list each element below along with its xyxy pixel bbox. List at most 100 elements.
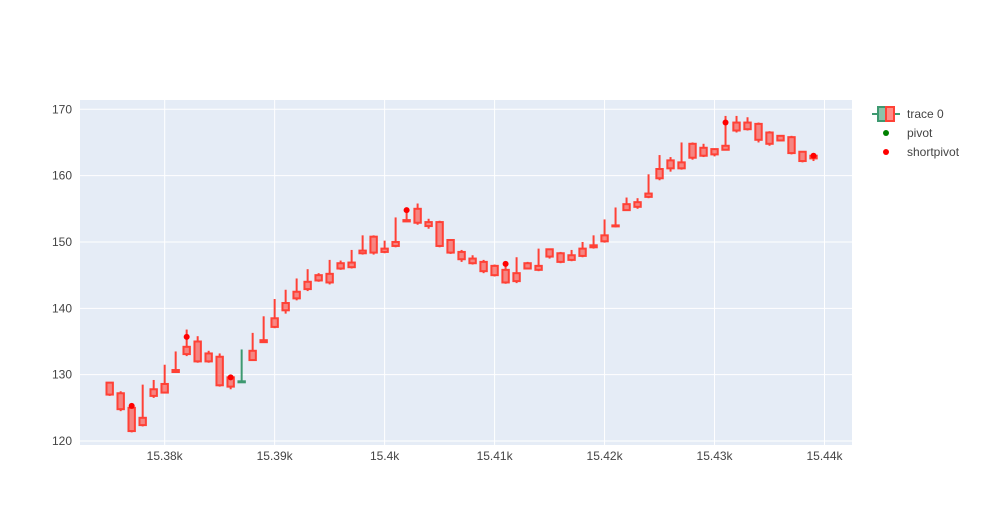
candlestick[interactable] (644, 174, 653, 199)
candle-body (600, 234, 609, 243)
shortpivot-marker[interactable] (128, 402, 135, 409)
candlestick[interactable] (776, 134, 785, 142)
candle-body (314, 274, 323, 282)
candle-body (116, 392, 125, 411)
x-tick-label: 15.44k (806, 449, 843, 463)
candlestick[interactable] (314, 273, 323, 282)
x-tick-label: 15.4k (370, 449, 400, 463)
candlestick[interactable] (127, 405, 136, 433)
candlestick[interactable] (358, 235, 367, 255)
y-tick-label: 160 (52, 169, 72, 183)
candle-body (710, 148, 719, 156)
candlestick[interactable] (534, 248, 543, 272)
candlestick[interactable] (138, 384, 147, 427)
y-tick-label: 150 (52, 235, 72, 249)
candle-body (160, 382, 169, 394)
candlestick[interactable] (732, 115, 741, 133)
shortpivot-series[interactable] (128, 119, 817, 409)
candlestick-series[interactable] (105, 115, 818, 433)
candlestick[interactable] (424, 218, 433, 229)
shortpivot-marker[interactable] (810, 152, 817, 159)
candle-body (402, 219, 411, 223)
candlestick[interactable] (600, 219, 609, 243)
candlestick[interactable] (193, 336, 202, 363)
candlestick[interactable] (479, 259, 488, 274)
candle-body (633, 201, 642, 208)
candlestick[interactable] (281, 289, 290, 314)
candle-body (380, 247, 389, 253)
candlestick[interactable] (446, 238, 455, 254)
candlestick[interactable] (699, 143, 708, 158)
candle-body (149, 388, 158, 397)
candle-body (391, 240, 400, 247)
candlestick[interactable] (633, 198, 642, 209)
candlestick[interactable] (303, 269, 312, 292)
legend-label-pivot: pivot (907, 126, 933, 140)
legend-item-shortpivot[interactable]: shortpivot (883, 145, 960, 159)
candlestick[interactable] (369, 235, 378, 255)
candlestick[interactable] (578, 241, 587, 258)
candlestick[interactable] (149, 379, 158, 398)
candlestick[interactable] (380, 240, 389, 254)
candlestick[interactable] (105, 381, 114, 396)
candle-body (171, 369, 180, 374)
candlestick[interactable] (589, 235, 598, 249)
candlestick[interactable] (666, 157, 675, 172)
candlestick[interactable] (215, 353, 224, 387)
candlestick[interactable] (622, 197, 631, 212)
candlestick[interactable] (688, 142, 697, 160)
candlestick[interactable] (391, 217, 400, 248)
candlestick[interactable] (512, 257, 521, 284)
candle-body (611, 224, 620, 228)
candlestick[interactable] (567, 249, 576, 262)
shortpivot-marker[interactable] (722, 119, 729, 126)
x-tick-label: 15.38k (147, 449, 184, 463)
candlestick[interactable] (743, 117, 752, 131)
candlestick[interactable] (248, 332, 257, 362)
candlestick[interactable] (798, 150, 807, 163)
candlestick[interactable] (347, 249, 356, 269)
candle-body (138, 416, 147, 427)
candlestick[interactable] (710, 148, 719, 157)
candle-body (105, 381, 114, 396)
candlestick[interactable] (413, 203, 422, 225)
candlestick[interactable] (116, 391, 125, 412)
candlestick[interactable] (754, 122, 763, 143)
candlestick[interactable] (325, 259, 334, 285)
candlestick[interactable] (457, 249, 466, 262)
legend-label-shortpivot: shortpivot (907, 145, 960, 159)
candlestick[interactable] (259, 316, 268, 344)
legend-item-pivot[interactable]: pivot (883, 126, 933, 140)
candle-body (655, 168, 664, 180)
candlestick[interactable] (204, 350, 213, 363)
candlestick[interactable] (545, 248, 554, 259)
candlestick[interactable] (171, 351, 180, 374)
candlestick[interactable] (468, 255, 477, 265)
candle-body (545, 248, 554, 258)
shortpivot-marker[interactable] (183, 333, 190, 340)
candlestick[interactable] (655, 155, 664, 181)
candlestick[interactable] (611, 207, 620, 228)
candlestick[interactable] (292, 278, 301, 301)
candlestick[interactable] (270, 299, 279, 329)
candle-body (413, 207, 422, 224)
candlestick[interactable] (237, 349, 246, 384)
shortpivot-marker[interactable] (403, 207, 410, 214)
x-tick-label: 15.43k (697, 449, 734, 463)
candlestick[interactable] (765, 131, 774, 146)
candle-body (303, 280, 312, 291)
candlestick[interactable] (556, 251, 565, 264)
legend[interactable]: trace 0 pivot shortpivot (872, 106, 960, 159)
candlestick[interactable] (523, 261, 532, 270)
candlestick[interactable] (160, 364, 169, 394)
candlestick[interactable] (336, 260, 345, 270)
candlestick[interactable] (787, 135, 796, 155)
candle-body (336, 262, 345, 270)
candlestick[interactable] (435, 220, 444, 248)
candlestick[interactable] (490, 264, 499, 277)
shortpivot-marker[interactable] (502, 260, 509, 267)
legend-item-trace0[interactable]: trace 0 (872, 106, 944, 122)
shortpivot-marker[interactable] (227, 374, 234, 381)
candle-body (567, 254, 576, 261)
candlestick[interactable] (677, 142, 686, 170)
